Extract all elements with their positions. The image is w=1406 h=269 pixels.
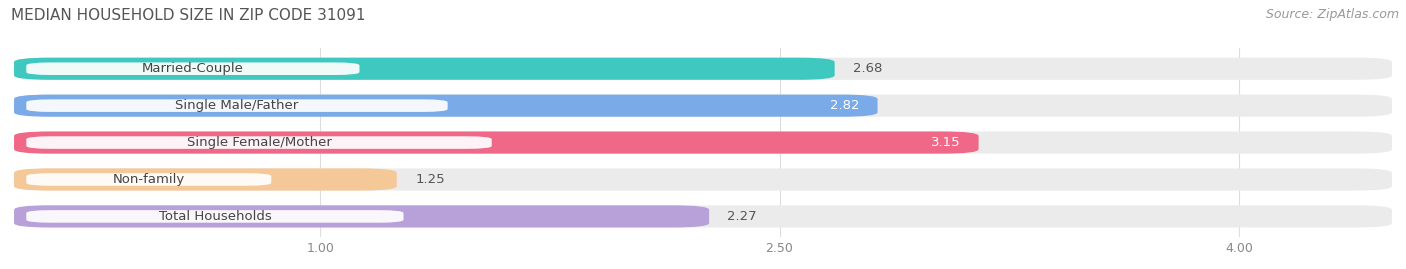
FancyBboxPatch shape — [14, 168, 1392, 190]
Text: 2.68: 2.68 — [853, 62, 883, 75]
FancyBboxPatch shape — [14, 205, 709, 228]
FancyBboxPatch shape — [14, 168, 396, 190]
FancyBboxPatch shape — [14, 58, 1392, 80]
FancyBboxPatch shape — [27, 99, 447, 112]
Text: Source: ZipAtlas.com: Source: ZipAtlas.com — [1265, 8, 1399, 21]
FancyBboxPatch shape — [27, 136, 492, 149]
Text: 2.27: 2.27 — [727, 210, 756, 223]
FancyBboxPatch shape — [27, 210, 404, 223]
FancyBboxPatch shape — [14, 132, 979, 154]
Text: 3.15: 3.15 — [931, 136, 960, 149]
Text: Single Male/Father: Single Male/Father — [176, 99, 298, 112]
FancyBboxPatch shape — [14, 58, 835, 80]
Text: Total Households: Total Households — [159, 210, 271, 223]
Text: 2.82: 2.82 — [830, 99, 859, 112]
FancyBboxPatch shape — [14, 205, 1392, 228]
FancyBboxPatch shape — [14, 132, 1392, 154]
Text: MEDIAN HOUSEHOLD SIZE IN ZIP CODE 31091: MEDIAN HOUSEHOLD SIZE IN ZIP CODE 31091 — [11, 8, 366, 23]
FancyBboxPatch shape — [27, 173, 271, 186]
Text: Non-family: Non-family — [112, 173, 186, 186]
FancyBboxPatch shape — [14, 95, 877, 117]
FancyBboxPatch shape — [14, 95, 1392, 117]
FancyBboxPatch shape — [27, 62, 360, 75]
Text: Single Female/Mother: Single Female/Mother — [187, 136, 332, 149]
Text: 1.25: 1.25 — [415, 173, 444, 186]
Text: Married-Couple: Married-Couple — [142, 62, 243, 75]
